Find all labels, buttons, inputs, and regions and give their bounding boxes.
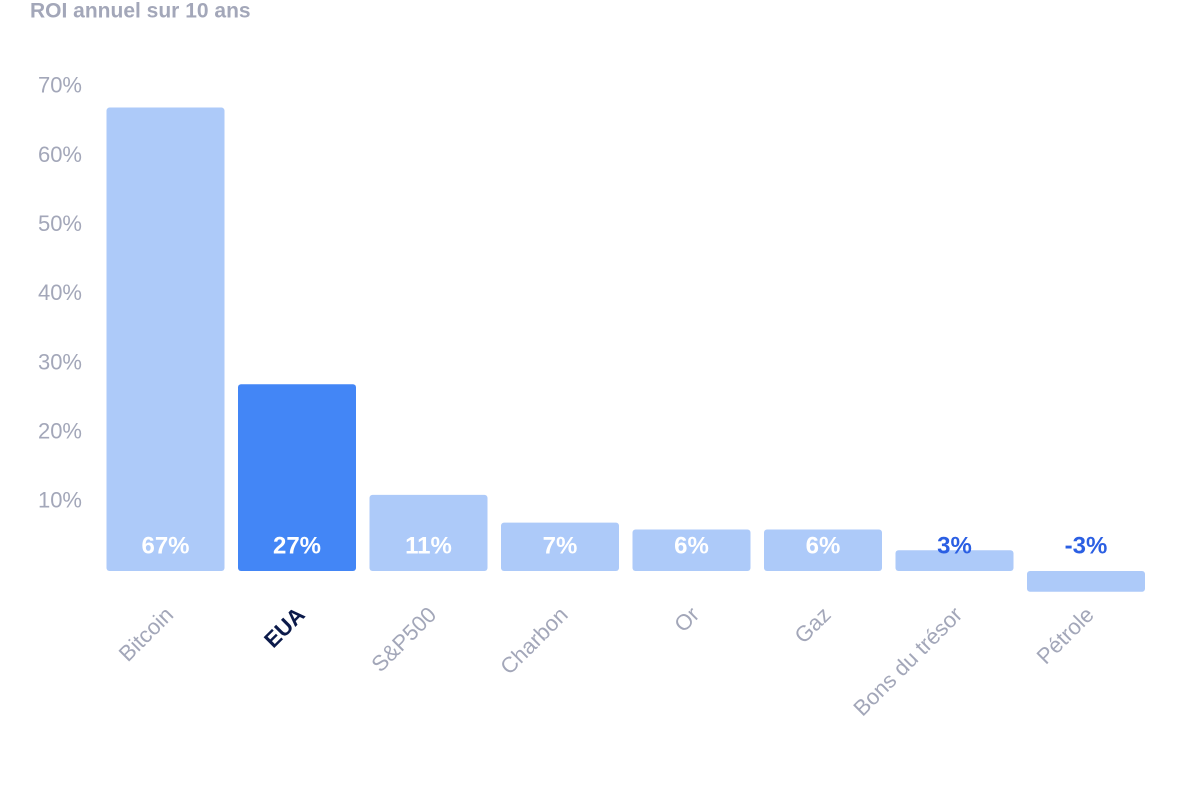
bar <box>632 529 751 571</box>
value-label: -3% <box>1065 532 1108 559</box>
x-tick-label: Charbon <box>495 602 572 679</box>
y-tick-label: 60% <box>38 142 82 167</box>
bar <box>238 384 356 571</box>
x-tick-label: S&P500 <box>366 602 441 677</box>
value-label: 27% <box>273 532 321 559</box>
x-tick-label: Bons du trésor <box>848 602 967 721</box>
x-tick-label: Pétrole <box>1032 602 1099 669</box>
bar <box>764 529 882 571</box>
bar <box>369 494 488 571</box>
x-tick-label: Or <box>669 602 704 637</box>
value-label: 6% <box>674 532 709 559</box>
y-tick-label: 10% <box>38 488 82 513</box>
y-tick-label: 20% <box>38 418 82 443</box>
value-label: 3% <box>937 532 972 559</box>
value-label: 11% <box>405 532 452 559</box>
value-label: 67% <box>141 532 189 559</box>
bar <box>501 522 619 571</box>
bar <box>106 107 225 571</box>
value-label: 6% <box>806 532 841 559</box>
x-tick-label: Gaz <box>789 602 835 648</box>
y-tick-label: 30% <box>38 349 82 374</box>
y-tick-label: 40% <box>38 280 82 305</box>
chart-title: ROI annuel sur 10 ans <box>30 0 251 23</box>
value-label: 7% <box>543 532 578 559</box>
bar <box>1027 571 1145 592</box>
y-tick-label: 50% <box>38 211 82 236</box>
x-tick-label: EUA <box>259 602 310 653</box>
bar <box>895 550 1014 571</box>
y-tick-label: 70% <box>38 73 82 98</box>
x-tick-label: Bitcoin <box>114 602 178 666</box>
